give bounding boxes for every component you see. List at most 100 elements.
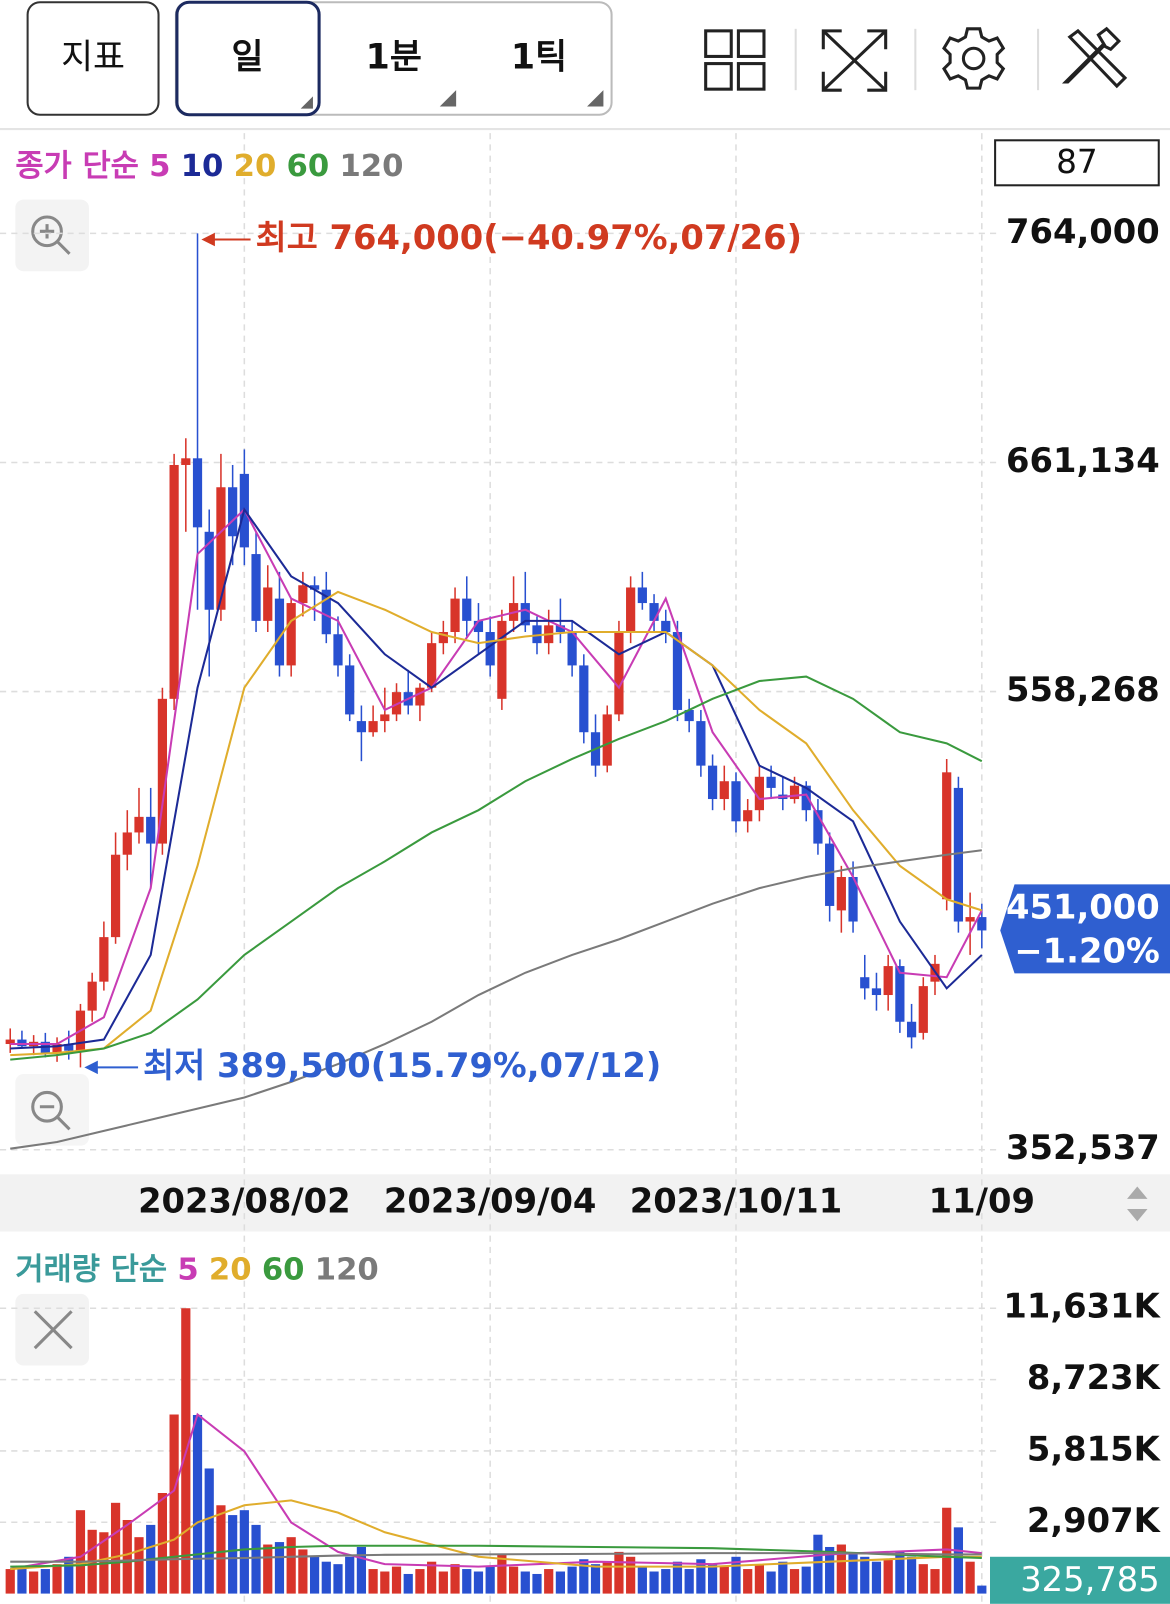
candle-body [731, 781, 741, 822]
candle-body [356, 721, 367, 733]
candle-body [462, 598, 472, 621]
volume-bar [696, 1559, 706, 1594]
candle-body [672, 632, 683, 710]
volume-bar [661, 1569, 671, 1594]
moving-average [10, 1499, 982, 1571]
volume-bar [134, 1537, 144, 1594]
volume-bar [356, 1546, 367, 1594]
volume-bar [192, 1414, 203, 1594]
candle-body [134, 816, 144, 833]
legend-item: 5 [177, 1252, 198, 1287]
candle-body [181, 458, 191, 465]
volume-bar [380, 1571, 390, 1594]
volume-bar [860, 1556, 870, 1594]
volume-bar [766, 1571, 776, 1594]
volume-tag [990, 1556, 1170, 1604]
expand-icon[interactable] [821, 29, 888, 92]
candle-body [719, 781, 729, 800]
candle-body [192, 458, 203, 528]
price-tag [1000, 884, 1170, 974]
close-pane[interactable] [15, 1293, 89, 1366]
moving-average [10, 849, 982, 1150]
volume-bar [567, 1566, 577, 1594]
candle-body [146, 816, 156, 844]
volume-bar [813, 1534, 823, 1594]
candle-body [626, 587, 636, 633]
volume-bar [544, 1569, 554, 1594]
candle-body [637, 587, 647, 604]
volume-bar [965, 1561, 975, 1594]
candle-body [649, 603, 659, 621]
dropdown-marks [300, 90, 604, 109]
candle-body [204, 531, 214, 610]
volume-bar [906, 1556, 917, 1594]
volume-bar [5, 1569, 15, 1594]
tools-icon[interactable] [1061, 26, 1128, 89]
x-tick-label: 2023/08/02 [138, 1181, 351, 1220]
volume-bar [801, 1566, 811, 1594]
y-tick-label: 8,723K [1027, 1358, 1162, 1397]
layout-icon[interactable] [704, 29, 766, 91]
period-minute[interactable]: 1분 [366, 37, 422, 77]
legend: 종가 단순 5 10 20 60 120 [15, 148, 403, 183]
candle-body [696, 721, 706, 766]
candle-body [918, 986, 928, 1033]
volume-bar [602, 1561, 612, 1594]
legend-item: 5 [149, 148, 170, 183]
volume-bar [169, 1414, 179, 1594]
volume-bar [391, 1566, 402, 1594]
volume-bar [403, 1573, 413, 1594]
candle-body [64, 1044, 74, 1051]
volume-bar [29, 1571, 39, 1594]
volume-bar [251, 1524, 261, 1594]
volume-bar [848, 1554, 858, 1594]
zoom-out[interactable] [15, 1074, 89, 1146]
count-label: 87 [1056, 143, 1098, 181]
volume-bar [274, 1542, 285, 1594]
candle-body [801, 785, 811, 811]
candle-body [497, 620, 507, 699]
candle-body [169, 464, 179, 699]
volume-bar [473, 1571, 484, 1594]
volume-bar [930, 1569, 940, 1594]
volume-bar [450, 1564, 460, 1594]
candle-body [286, 603, 296, 666]
candle-body [532, 625, 542, 644]
zoom-in[interactable] [15, 199, 89, 272]
last-price: 451,000 [1006, 887, 1160, 926]
volume-bar [204, 1468, 214, 1594]
candle-body [567, 632, 577, 666]
max-label: 최고 764,000(−40.97%,07/26) [256, 218, 802, 257]
candle-body [579, 665, 589, 733]
candle-body [906, 1021, 917, 1038]
candle-body [110, 854, 121, 938]
settings-icon[interactable] [942, 27, 1006, 90]
moving-average [10, 675, 983, 1061]
volume-bar [64, 1556, 74, 1594]
volume-bar [415, 1569, 425, 1594]
candle-body [707, 765, 718, 800]
candle-body [555, 625, 566, 633]
candle-body [52, 1044, 62, 1053]
period-tick[interactable]: 1틱 [511, 37, 567, 77]
moving-average [10, 507, 983, 1046]
period-selected[interactable] [175, 0, 321, 117]
y-tick-label: 2,907K [1027, 1501, 1162, 1540]
candle-body [485, 632, 495, 666]
moving-average [10, 1552, 982, 1563]
candle-body [17, 1039, 27, 1047]
candle-body [309, 585, 320, 590]
legend-item: 10 [181, 148, 224, 183]
scroll-arrows[interactable] [1127, 1186, 1148, 1222]
volume-bar [228, 1515, 238, 1594]
period-day[interactable]: 일 [232, 37, 264, 77]
candle-body [473, 620, 484, 633]
indicator-button[interactable] [26, 1, 160, 116]
x-tick-label: 11/09 [929, 1181, 1035, 1220]
volume-bar [263, 1544, 273, 1594]
candle-body [99, 937, 109, 982]
legend-item: 종가 단순 [15, 148, 139, 183]
legend: 거래량 단순 5 20 60 120 [15, 1252, 378, 1287]
volume-bar [743, 1569, 753, 1594]
candle-body [743, 810, 753, 822]
